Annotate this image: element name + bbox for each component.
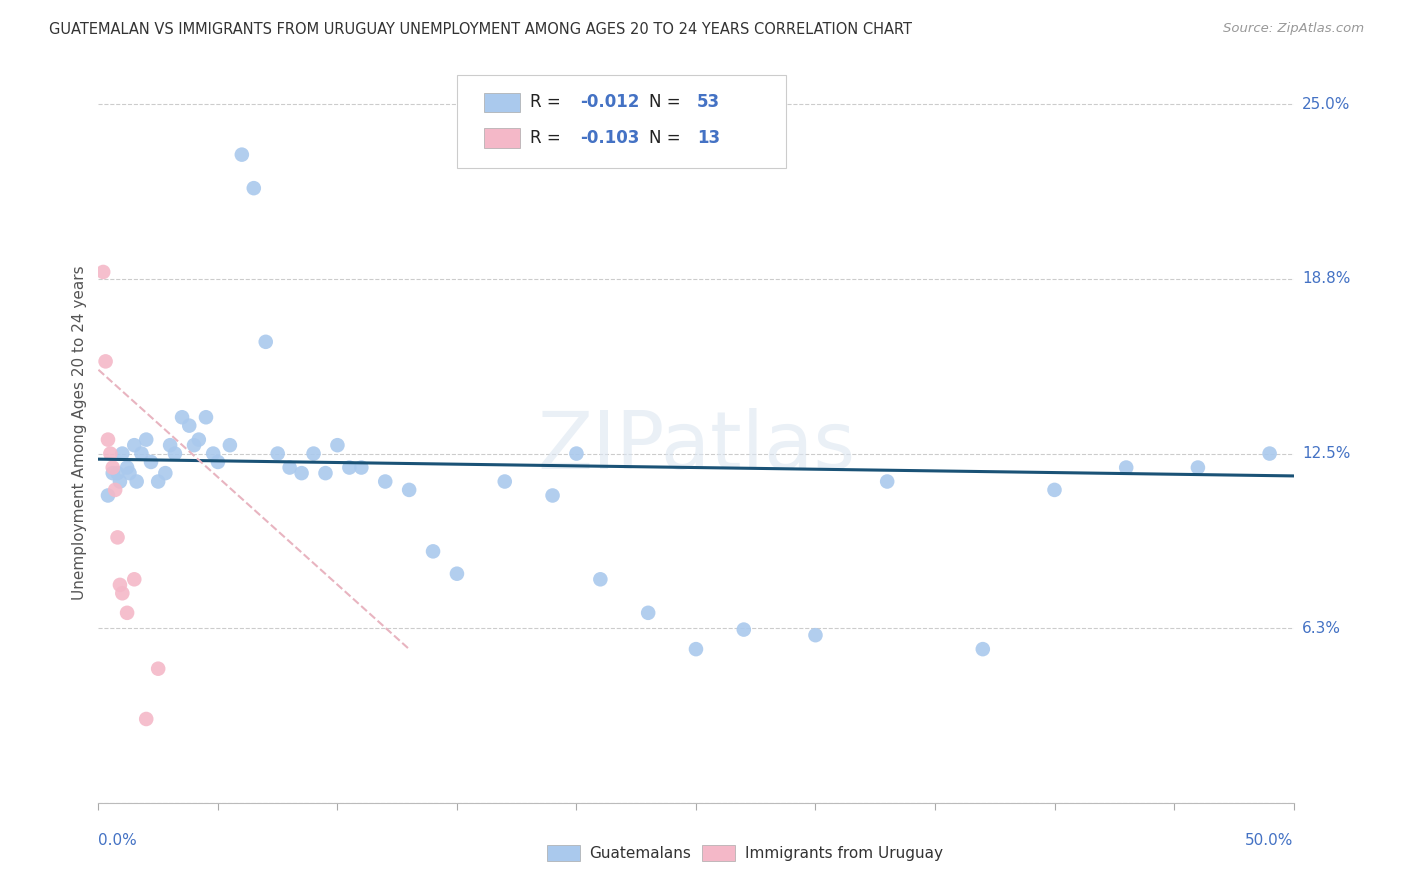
Text: 0.0%: 0.0% — [98, 833, 138, 848]
Point — [326, 438, 349, 452]
Text: 53: 53 — [697, 94, 720, 112]
Point — [183, 438, 205, 452]
Point — [115, 460, 138, 475]
Point — [231, 147, 253, 161]
Point — [94, 354, 117, 368]
Point — [733, 623, 755, 637]
Point — [541, 488, 564, 502]
Text: -0.103: -0.103 — [581, 129, 640, 147]
Point — [446, 566, 468, 581]
Text: Source: ZipAtlas.com: Source: ZipAtlas.com — [1223, 22, 1364, 36]
FancyBboxPatch shape — [457, 75, 786, 168]
Point — [124, 572, 146, 586]
Point — [207, 455, 229, 469]
Point — [101, 460, 124, 475]
Point — [202, 446, 225, 460]
Text: Guatemalans: Guatemalans — [589, 846, 692, 861]
Text: R =: R = — [530, 129, 565, 147]
Point — [339, 460, 361, 475]
Text: N =: N = — [650, 129, 686, 147]
Text: Immigrants from Uruguay: Immigrants from Uruguay — [745, 846, 943, 861]
FancyBboxPatch shape — [485, 93, 520, 112]
Point — [804, 628, 827, 642]
Text: 6.3%: 6.3% — [1302, 621, 1341, 636]
Point — [267, 446, 290, 460]
Point — [108, 475, 131, 489]
Point — [374, 475, 396, 489]
Text: 13: 13 — [697, 129, 720, 147]
Point — [125, 475, 148, 489]
Point — [111, 586, 134, 600]
Point — [254, 334, 277, 349]
Point — [1258, 446, 1281, 460]
Point — [1043, 483, 1066, 497]
Text: 12.5%: 12.5% — [1302, 446, 1350, 461]
Point — [494, 475, 516, 489]
Point — [104, 483, 127, 497]
Point — [107, 530, 129, 544]
Point — [148, 662, 170, 676]
Point — [350, 460, 373, 475]
Point — [302, 446, 325, 460]
Text: R =: R = — [530, 94, 565, 112]
Point — [219, 438, 242, 452]
Text: -0.012: -0.012 — [581, 94, 640, 112]
Point — [589, 572, 612, 586]
Point — [637, 606, 659, 620]
Text: 25.0%: 25.0% — [1302, 97, 1350, 112]
Point — [179, 418, 201, 433]
Point — [1187, 460, 1209, 475]
Text: GUATEMALAN VS IMMIGRANTS FROM URUGUAY UNEMPLOYMENT AMONG AGES 20 TO 24 YEARS COR: GUATEMALAN VS IMMIGRANTS FROM URUGUAY UN… — [49, 22, 912, 37]
Point — [195, 410, 218, 425]
FancyBboxPatch shape — [702, 845, 735, 862]
Point — [115, 606, 138, 620]
Point — [278, 460, 301, 475]
Point — [124, 438, 146, 452]
Point — [108, 578, 131, 592]
Point — [118, 466, 141, 480]
FancyBboxPatch shape — [547, 845, 581, 862]
FancyBboxPatch shape — [485, 128, 520, 147]
Point — [422, 544, 444, 558]
Point — [107, 466, 129, 480]
Point — [876, 475, 898, 489]
Text: N =: N = — [650, 94, 686, 112]
Point — [131, 446, 153, 460]
Point — [111, 446, 134, 460]
Point — [291, 466, 314, 480]
Point — [101, 466, 124, 480]
Point — [97, 488, 120, 502]
Point — [135, 433, 157, 447]
Y-axis label: Unemployment Among Ages 20 to 24 years: Unemployment Among Ages 20 to 24 years — [72, 265, 87, 600]
Point — [97, 433, 120, 447]
Text: ZIPatlas: ZIPatlas — [537, 409, 855, 486]
Point — [172, 410, 194, 425]
Point — [972, 642, 994, 657]
Point — [139, 455, 162, 469]
Point — [98, 446, 122, 460]
Point — [91, 265, 114, 279]
Point — [155, 466, 177, 480]
Text: 18.8%: 18.8% — [1302, 271, 1350, 286]
Point — [135, 712, 157, 726]
Point — [243, 181, 266, 195]
Point — [685, 642, 707, 657]
Point — [148, 475, 170, 489]
Point — [187, 433, 209, 447]
Point — [398, 483, 420, 497]
Point — [565, 446, 588, 460]
Point — [1115, 460, 1137, 475]
Point — [159, 438, 181, 452]
Point — [163, 446, 186, 460]
Point — [315, 466, 337, 480]
Text: 50.0%: 50.0% — [1246, 833, 1294, 848]
